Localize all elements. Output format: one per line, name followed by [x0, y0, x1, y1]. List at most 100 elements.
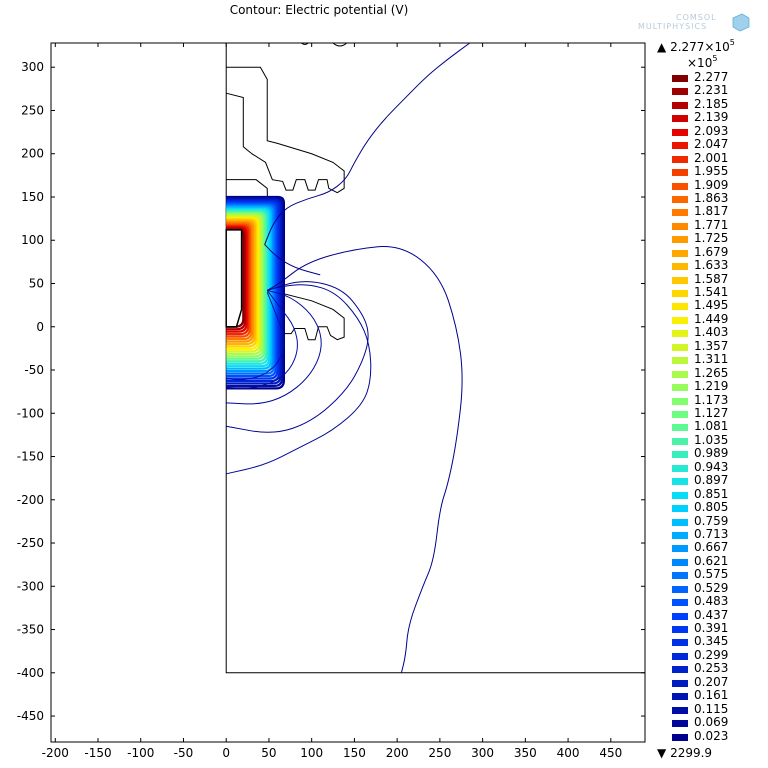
colorbar-value: 0.943 [694, 459, 729, 474]
colorbar-value: 0.299 [694, 647, 729, 662]
colorbar-entry: 1.357 [672, 338, 762, 354]
contour-line [226, 284, 372, 475]
colorbar-swatch [672, 195, 688, 203]
colorbar-entry: 1.771 [672, 218, 762, 233]
colorbar-entry: 1.679 [672, 245, 762, 260]
colorbar-entry: 0.621 [672, 553, 762, 569]
contour-band [226, 223, 251, 338]
colorbar-value: 0.115 [694, 701, 729, 716]
colorbar-entry: 0.483 [672, 594, 762, 609]
colorbar-entry: 1.863 [672, 190, 762, 206]
colorbar-swatch [672, 343, 688, 351]
colorbar-value: 1.265 [694, 365, 729, 380]
colorbar-entry: 0.897 [672, 473, 762, 488]
colorbar-swatch [672, 370, 688, 378]
colorbar-entry: 0.851 [672, 487, 762, 502]
colorbar-swatch [672, 424, 688, 432]
colorbar-entry: 0.529 [672, 581, 762, 596]
colorbar-swatch [672, 276, 688, 284]
colorbar-max-label: ▲ 2.277×105 [657, 38, 735, 54]
colorbar-value: 0.575 [694, 567, 729, 582]
colorbar-swatch [672, 531, 688, 539]
colorbar-swatch [672, 182, 688, 190]
colorbar-entry: 0.805 [672, 500, 762, 515]
colorbar-swatch [672, 545, 688, 553]
contour-line [264, 42, 471, 245]
colorbar-swatch [672, 115, 688, 123]
colorbar-swatch [672, 572, 688, 580]
plot-title: Contour: Electric potential (V) [229, 3, 409, 17]
colorbar-swatch [672, 478, 688, 486]
colorbar-max-arrow-icon: ▲ [657, 40, 667, 54]
colorbar-entry: 0.437 [672, 608, 762, 623]
colorbar-swatch [672, 303, 688, 311]
colorbar-swatch [672, 706, 688, 714]
y-tick-label: -50 [24, 363, 44, 377]
colorbar-entry: 0.345 [672, 634, 762, 649]
colorbar-entry: 1.311 [672, 352, 762, 367]
x-tick-label: 200 [386, 746, 409, 760]
colorbar-entry: 1.449 [672, 312, 762, 327]
contour-band [226, 226, 248, 333]
x-tick-label: -150 [84, 746, 111, 760]
logo-line-1: COMSOL [676, 13, 717, 22]
colorbar-value: 1.587 [694, 271, 729, 286]
colorbar-swatch [672, 666, 688, 674]
colorbar-entry: 1.587 [672, 271, 762, 287]
colorbar-value: 1.541 [694, 285, 729, 300]
colorbar-value: 1.357 [694, 338, 729, 353]
contour-band [226, 207, 271, 368]
insulator-outline [301, 42, 309, 45]
colorbar-value: 1.403 [694, 325, 729, 340]
colorbar-swatch [672, 558, 688, 566]
colorbar-entry: 2.093 [672, 124, 762, 139]
colorbar-entry: 1.541 [672, 285, 762, 300]
colorbar-value: 0.621 [694, 553, 729, 568]
colorbar-min-label: ▼ 2299.9 [657, 746, 713, 760]
x-tick-label: 0 [222, 746, 230, 760]
colorbar-swatch [672, 505, 688, 513]
colorbar-entry: 1.725 [672, 231, 762, 246]
contour-band [226, 222, 253, 341]
contour-line [266, 245, 463, 673]
colorbar-swatch [672, 316, 688, 324]
contour-band [226, 199, 281, 383]
colorbar-value: 0.069 [694, 715, 729, 730]
colorbar-value: 0.667 [694, 540, 729, 555]
colorbar-swatch [672, 290, 688, 298]
contour-band [226, 224, 250, 336]
colorbar-entry: 1.817 [672, 204, 762, 219]
colorbar-entry: 1.035 [672, 433, 762, 448]
colorbar-swatch [672, 397, 688, 405]
colorbar-value: 0.483 [694, 594, 729, 609]
x-tick-label: -100 [127, 746, 154, 760]
colorbar-value: 0.713 [694, 526, 729, 541]
colorbar-value: 0.391 [694, 621, 729, 636]
electrode [225, 229, 243, 328]
colorbar-value: 1.173 [694, 392, 729, 407]
colorbar-value: 2.185 [694, 96, 729, 111]
colorbar-swatch [672, 679, 688, 687]
colorbar-entry: 0.253 [672, 661, 762, 676]
contour-band [226, 198, 282, 385]
y-tick-label: 0 [36, 320, 44, 334]
plot-frame [50, 42, 646, 743]
colorbar-swatch [672, 652, 688, 660]
logo-cube-icon [732, 13, 750, 32]
colorbar-value: 0.805 [694, 500, 729, 515]
colorbar-entry: 0.115 [672, 701, 762, 717]
y-tick-label: 50 [29, 276, 44, 290]
colorbar-entry: 1.403 [672, 325, 762, 340]
colorbar-swatch [672, 639, 688, 647]
y-tick-label: 200 [21, 147, 44, 161]
insulator-outline [226, 66, 345, 194]
colorbar-value: 1.863 [694, 190, 729, 205]
colorbar-swatch [672, 222, 688, 230]
y-tick-label: -450 [17, 709, 44, 723]
x-tick-label: 100 [300, 746, 323, 760]
x-tick-label: 350 [514, 746, 537, 760]
colorbar-swatch [672, 330, 688, 338]
colorbar-swatch [672, 155, 688, 163]
y-tick-label: -300 [17, 579, 44, 593]
colorbar-swatch [672, 451, 688, 459]
